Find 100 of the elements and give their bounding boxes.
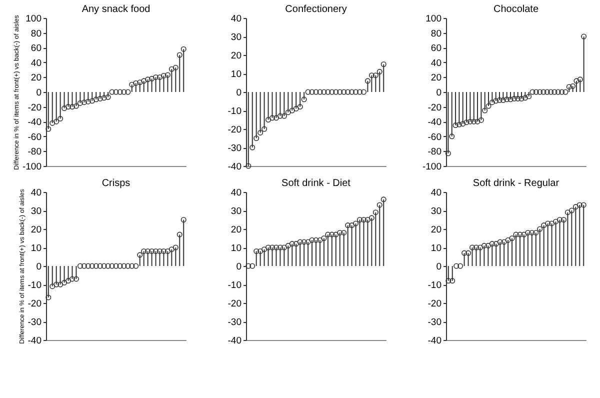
point: [121, 263, 127, 269]
y-tick-label: 20: [30, 224, 42, 236]
point: [540, 89, 546, 95]
y-tick-label: 80: [430, 28, 442, 40]
y-tick-label: 100: [426, 14, 442, 24]
point: [109, 263, 115, 269]
y-tick-label: -10: [428, 280, 442, 291]
point: [566, 84, 572, 90]
point: [349, 89, 355, 95]
y-tick-label: -20: [28, 102, 42, 114]
y-tick-label: -40: [428, 117, 442, 128]
y-tick-label: 100: [26, 14, 42, 24]
y-tick-label: -40: [228, 336, 242, 346]
y-tick-label: -10: [228, 106, 242, 117]
y-tick-label: -60: [428, 132, 442, 143]
y-tick-label: 10: [30, 243, 42, 254]
point: [353, 89, 359, 95]
point: [533, 89, 539, 95]
y-tick-label: 0: [36, 262, 42, 272]
y-tick-label: -40: [228, 162, 242, 172]
point: [101, 263, 107, 269]
y-tick-label: 30: [430, 206, 442, 217]
y-tick-label: 20: [430, 72, 442, 84]
point: [105, 263, 111, 269]
point: [555, 89, 561, 95]
y-tick-label: 80: [30, 28, 42, 40]
y-tick-label: 10: [430, 243, 442, 254]
y-tick-label: -20: [228, 124, 242, 136]
point: [109, 89, 115, 95]
y-tick-label: 0: [436, 262, 442, 272]
point: [97, 263, 103, 269]
y-tick-label: -30: [428, 317, 442, 328]
y-tick-label: 20: [230, 50, 242, 62]
y-tick-label: -80: [28, 146, 42, 158]
y-tick-label: -60: [28, 132, 42, 143]
point: [313, 89, 319, 95]
y-tick-label: -40: [28, 117, 42, 128]
y-tick-label: -40: [28, 336, 42, 346]
point: [105, 94, 111, 100]
y-tick-label: 20: [430, 224, 442, 236]
point: [117, 89, 123, 95]
point: [548, 89, 554, 95]
chart-title: Soft drink - Diet: [282, 178, 351, 189]
point: [522, 95, 528, 101]
point: [518, 96, 524, 102]
y-tick-label: -30: [28, 317, 42, 328]
y-tick-label: -20: [428, 102, 442, 114]
chart-title: Crisps: [102, 178, 130, 189]
chart-title: Any snack food: [82, 4, 150, 15]
point: [113, 89, 119, 95]
y-tick-label: -100: [22, 162, 42, 172]
chart-title: Chocolate: [493, 4, 539, 15]
point: [93, 263, 99, 269]
y-tick-label: 0: [36, 88, 42, 98]
y-tick-label: 10: [230, 243, 242, 254]
point: [333, 89, 339, 95]
y-tick-label: 40: [30, 188, 42, 198]
point: [329, 89, 335, 95]
y-tick-label: -20: [428, 298, 442, 310]
y-tick-label: 60: [430, 43, 442, 54]
point: [246, 263, 252, 269]
y-tick-label: -30: [228, 143, 242, 154]
y-tick-label: 30: [230, 32, 242, 43]
point: [117, 263, 123, 269]
y-tick-label: -20: [228, 298, 242, 310]
y-tick-label: 40: [230, 188, 242, 198]
y-tick-label: 30: [230, 206, 242, 217]
point: [570, 83, 576, 89]
y-tick-label: 40: [430, 188, 442, 198]
point: [454, 263, 460, 269]
y-tick-label: -10: [28, 280, 42, 291]
y-tick-label: -30: [228, 317, 242, 328]
point: [552, 89, 558, 95]
point: [121, 89, 127, 95]
point: [337, 89, 343, 95]
point: [101, 95, 107, 101]
y-tick-label: 10: [230, 69, 242, 80]
y-tick-label: 60: [30, 43, 42, 54]
point: [357, 89, 362, 95]
chart-title: Confectionery: [285, 4, 347, 15]
point: [97, 96, 103, 102]
y-tick-label: 40: [30, 58, 42, 69]
chart-title: Soft drink - Regular: [472, 178, 560, 189]
point: [305, 89, 311, 95]
point: [77, 263, 83, 269]
y-tick-label: -80: [428, 146, 442, 158]
point: [511, 96, 517, 102]
y-tick-label: 40: [230, 14, 242, 24]
point: [345, 89, 351, 95]
point: [129, 263, 135, 269]
y-tick-label: 40: [430, 58, 442, 69]
point: [341, 89, 347, 95]
y-tick-label: -100: [422, 162, 442, 172]
point: [317, 89, 323, 95]
point: [321, 89, 327, 95]
y-tick-label: 30: [30, 206, 42, 217]
y-tick-label: -40: [428, 336, 442, 346]
point: [515, 96, 521, 102]
point: [81, 263, 87, 269]
point: [562, 89, 568, 95]
